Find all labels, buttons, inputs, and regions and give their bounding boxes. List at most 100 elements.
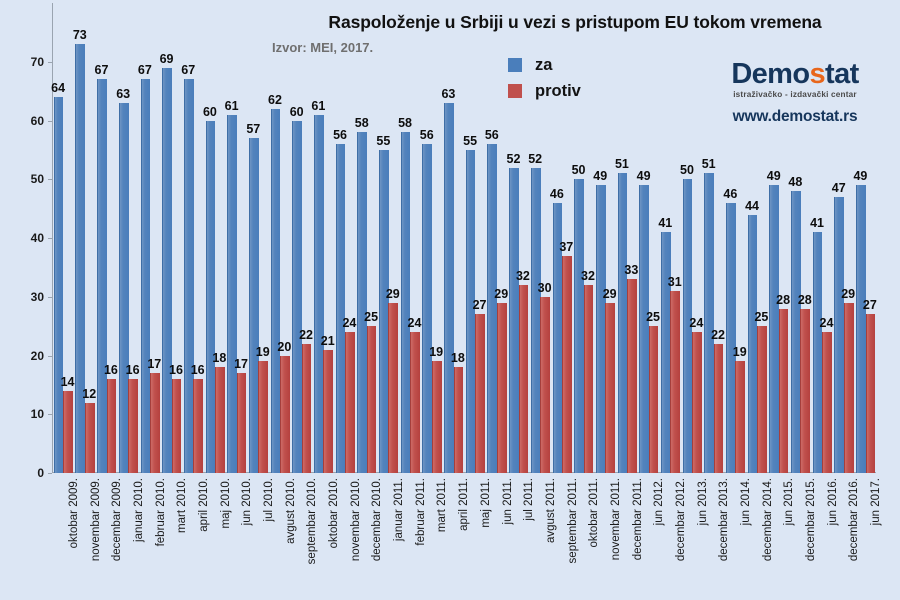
bar-protiv[interactable] xyxy=(388,302,399,473)
legend-item-za[interactable]: za xyxy=(508,52,581,78)
x-axis-label: septembar 2010. xyxy=(306,478,319,565)
bar-za[interactable] xyxy=(335,144,346,473)
bar-za[interactable] xyxy=(769,185,780,473)
bar-za[interactable] xyxy=(97,79,107,473)
bar-protiv[interactable] xyxy=(106,379,117,473)
bar-protiv[interactable] xyxy=(713,343,724,473)
bar-za[interactable] xyxy=(574,179,584,473)
bar-za[interactable] xyxy=(552,202,563,473)
bar-za[interactable] xyxy=(704,173,714,473)
bar-protiv[interactable] xyxy=(345,332,355,473)
bar-group: 55 27 xyxy=(463,3,487,473)
bar-protiv[interactable] xyxy=(63,390,73,473)
bar-protiv[interactable] xyxy=(561,255,572,473)
bar-protiv[interactable] xyxy=(366,326,377,473)
bar-za[interactable] xyxy=(660,232,671,473)
bar-protiv[interactable] xyxy=(757,326,767,473)
bar-za[interactable] xyxy=(140,79,151,473)
bar-group: 52 30 xyxy=(528,3,552,473)
x-axis-label: jun 2012. xyxy=(653,478,666,526)
bar-protiv[interactable] xyxy=(627,279,637,473)
bar-za[interactable] xyxy=(53,97,64,473)
bar-protiv[interactable] xyxy=(822,332,832,473)
bar-protiv[interactable] xyxy=(323,349,334,473)
bar-protiv[interactable] xyxy=(258,361,269,473)
bar-za[interactable] xyxy=(617,173,628,473)
bar-za[interactable] xyxy=(834,196,845,473)
bar-za[interactable] xyxy=(747,214,758,473)
bar-group: 51 22 xyxy=(702,3,725,473)
bar-za[interactable] xyxy=(227,114,237,473)
bar-protiv[interactable] xyxy=(128,379,138,473)
bar-value-label: 56 xyxy=(419,128,434,142)
bar-za[interactable] xyxy=(639,185,649,473)
x-axis-labels: oktobar 2009. novembar 2009. decembar 2009… xyxy=(52,478,882,598)
bar-protiv[interactable] xyxy=(735,361,746,473)
bar-za[interactable] xyxy=(725,202,736,473)
bar-value-label: 51 xyxy=(614,157,629,172)
bar-protiv[interactable] xyxy=(648,326,659,473)
bar-za[interactable] xyxy=(856,185,866,473)
bar-protiv[interactable] xyxy=(496,302,507,473)
bar-protiv[interactable] xyxy=(236,373,247,473)
bar-group: 61 17 xyxy=(225,3,248,473)
bar-protiv[interactable] xyxy=(301,343,312,473)
logo-website-url: www.demostat.rs xyxy=(732,108,858,125)
bar-za[interactable] xyxy=(75,44,86,473)
bar-protiv[interactable] xyxy=(540,296,550,473)
bar-za[interactable] xyxy=(682,179,693,473)
bar-protiv[interactable] xyxy=(800,308,811,473)
bar-za[interactable] xyxy=(379,149,389,473)
bar-value-label: 25 xyxy=(364,310,379,325)
bar-value-label: 27 xyxy=(862,298,877,313)
bar-za[interactable] xyxy=(509,167,519,473)
bar-protiv[interactable] xyxy=(670,290,681,473)
bar-protiv[interactable] xyxy=(605,302,615,473)
bar-za[interactable] xyxy=(444,102,454,473)
bar-protiv[interactable] xyxy=(149,373,160,473)
legend-item-protiv[interactable]: protiv xyxy=(508,78,581,104)
bar-za[interactable] xyxy=(465,149,476,473)
logo-part-2: tat xyxy=(825,58,859,90)
x-axis-label: oktobar 2010. xyxy=(328,478,341,549)
bar-za[interactable] xyxy=(248,138,259,473)
bar-za[interactable] xyxy=(183,79,194,473)
bar-protiv[interactable] xyxy=(692,332,702,473)
bar-za[interactable] xyxy=(400,132,411,473)
bar-protiv[interactable] xyxy=(843,302,854,473)
bar-za[interactable] xyxy=(357,132,368,473)
bar-za[interactable] xyxy=(422,144,433,473)
x-axis-label: mart 2011. xyxy=(436,478,449,533)
bar-protiv[interactable] xyxy=(475,314,485,473)
legend-swatch-protiv-icon xyxy=(508,84,522,98)
bar-za[interactable] xyxy=(118,102,129,473)
logo-part-1: Demo xyxy=(731,58,810,90)
bar-protiv[interactable] xyxy=(215,367,225,473)
bar-protiv[interactable] xyxy=(518,285,529,473)
bar-protiv[interactable] xyxy=(453,367,464,473)
bar-za[interactable] xyxy=(487,144,498,473)
bar-za[interactable] xyxy=(313,114,324,473)
bar-protiv[interactable] xyxy=(410,332,420,473)
bar-za[interactable] xyxy=(292,120,302,473)
bar-za[interactable] xyxy=(270,108,281,473)
bar-value-label: 12 xyxy=(82,386,97,401)
bar-za[interactable] xyxy=(595,185,606,473)
bar-protiv[interactable] xyxy=(280,355,290,473)
bar-za[interactable] xyxy=(162,67,172,473)
bar-protiv[interactable] xyxy=(193,379,203,473)
bar-protiv[interactable] xyxy=(431,361,442,473)
bar-za[interactable] xyxy=(812,232,823,473)
bar-protiv[interactable] xyxy=(778,308,789,473)
bar-value-label: 19 xyxy=(429,345,444,360)
bar-protiv[interactable] xyxy=(865,314,876,473)
bar-protiv[interactable] xyxy=(583,285,594,473)
bar-protiv[interactable] xyxy=(171,379,182,473)
bar-group: 63 18 xyxy=(441,3,465,473)
bar-za[interactable] xyxy=(791,191,801,473)
bar-za[interactable] xyxy=(205,120,216,473)
demostat-logo: Demostat istraživačko - izdavački centar… xyxy=(700,60,890,126)
bar-protiv[interactable] xyxy=(84,402,95,473)
bar-za[interactable] xyxy=(530,167,541,473)
bar-group: 49 29 xyxy=(593,3,617,473)
